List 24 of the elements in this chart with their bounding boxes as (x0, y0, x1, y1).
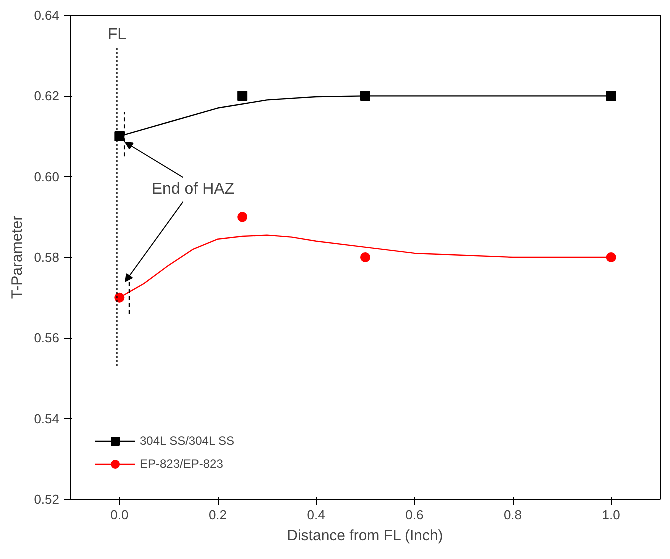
point (238, 91, 248, 102)
x-tick-label: 0.6 (406, 508, 424, 522)
annotation: End of HAZ (152, 181, 235, 198)
y-tick-label: 0.52 (34, 492, 60, 507)
point (606, 91, 616, 102)
x-axis-title: Distance from FL (Inch) (287, 528, 444, 544)
point (606, 252, 616, 262)
y-tick-label: 0.58 (34, 250, 60, 265)
x-tick-label: 1.0 (602, 508, 620, 522)
x-tick-label: 0.0 (110, 508, 129, 522)
x-tick-label: 0.2 (208, 508, 228, 522)
annotation: FL (108, 26, 127, 44)
point (238, 212, 248, 222)
x-tick-label: 0.4 (307, 508, 326, 522)
y-tick-label: 0.64 (34, 8, 60, 23)
legend-label: 304L SS/304L SS (140, 434, 235, 448)
point (360, 252, 370, 262)
legend-label: EP-823/EP-823 (140, 457, 224, 471)
y-axis-title: T-Parameter (9, 216, 26, 300)
y-tick-label: 0.62 (34, 88, 60, 104)
y-tick-label: 0.56 (34, 330, 60, 346)
x-tick-label: 0.8 (504, 508, 522, 522)
y-tick-label: 0.60 (34, 169, 60, 184)
y-tick-label: 0.54 (34, 411, 60, 426)
